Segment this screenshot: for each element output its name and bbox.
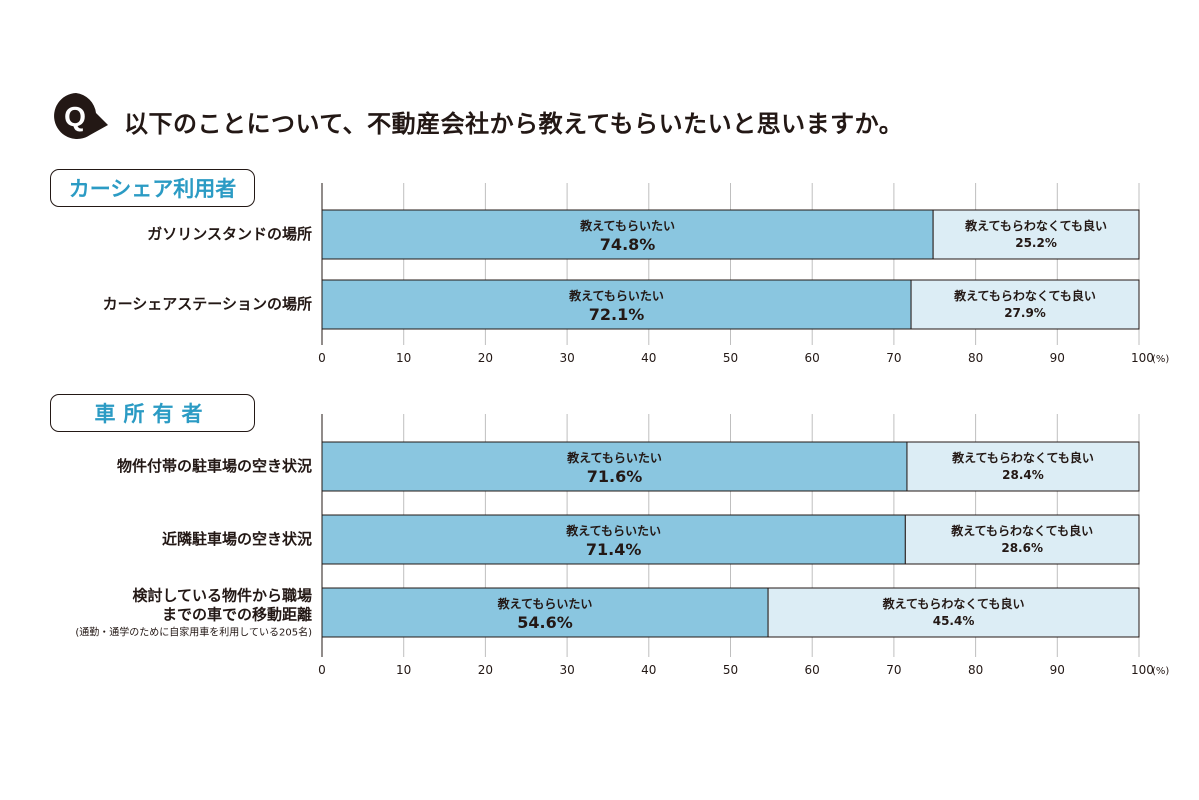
x-axis-unit: (%) (1152, 666, 1169, 677)
bar-segment-want (321, 587, 769, 638)
x-tick-label: 60 (805, 663, 820, 677)
data-label-want: 71.6% (587, 467, 643, 486)
x-tick-label: 80 (968, 663, 983, 677)
series-label-not-needed: 教えてもらわなくても良い (964, 218, 1107, 233)
x-axis-unit: (%) (1152, 354, 1169, 365)
group-label-car-owners: 車所有者 (50, 394, 255, 432)
bar-segment-not-needed (904, 514, 1140, 565)
bar-segment-not-needed (906, 441, 1140, 492)
series-label-want: 教えてもらいたい (565, 523, 661, 538)
series-label-want: 教えてもらいたい (566, 450, 662, 465)
question-text: 以下のことについて、不動産会社から教えてもらいたいと思いますか。 (124, 110, 904, 138)
bar-segment-want (321, 441, 908, 492)
category-label: 物件付帯の駐車場の空き状況 (117, 457, 312, 475)
data-label-not-needed: 27.9% (1004, 306, 1046, 320)
data-label-not-needed: 28.6% (1001, 541, 1043, 555)
data-label-not-needed: 45.4% (933, 614, 975, 628)
series-label-not-needed: 教えてもらわなくても良い (951, 450, 1094, 465)
data-label-want: 74.8% (600, 235, 656, 254)
x-tick-label: 40 (641, 351, 656, 365)
x-tick-label: 90 (1050, 351, 1065, 365)
x-tick-label: 0 (318, 663, 326, 677)
category-label: 近隣駐車場の空き状況 (162, 530, 312, 548)
series-label-want: 教えてもらいたい (497, 596, 593, 611)
data-label-want: 71.4% (586, 540, 642, 559)
x-tick-label: 20 (478, 351, 493, 365)
x-tick-label: 50 (723, 663, 738, 677)
category-note: (通勤・通学のために自家用車を利用している205名) (75, 626, 312, 639)
x-tick-label: 10 (396, 351, 411, 365)
series-label-not-needed: 教えてもらわなくても良い (882, 596, 1025, 611)
x-tick-label: 100 (1131, 663, 1154, 677)
x-tick-label: 70 (886, 663, 901, 677)
x-tick-label: 0 (318, 351, 326, 365)
x-tick-label: 90 (1050, 663, 1065, 677)
q-badge-icon: Q (54, 93, 108, 139)
series-label-want: 教えてもらいたい (579, 218, 675, 233)
bar-segment-want (321, 209, 934, 260)
category-label: カーシェアステーションの場所 (103, 295, 312, 313)
x-tick-label: 80 (968, 351, 983, 365)
series-label-not-needed: 教えてもらわなくても良い (950, 523, 1093, 538)
x-tick-label: 70 (886, 351, 901, 365)
q-badge-letter: Q (64, 101, 86, 132)
x-tick-label: 30 (559, 663, 574, 677)
series-label-want: 教えてもらいたい (568, 288, 664, 303)
x-tick-label: 60 (805, 351, 820, 365)
x-tick-label: 40 (641, 663, 656, 677)
bar-segment-not-needed (910, 279, 1140, 330)
bar-segment-want (321, 279, 912, 330)
series-label-not-needed: 教えてもらわなくても良い (953, 288, 1096, 303)
x-tick-label: 20 (478, 663, 493, 677)
data-label-want: 72.1% (589, 305, 645, 324)
x-tick-label: 50 (723, 351, 738, 365)
x-tick-label: 100 (1131, 351, 1154, 365)
data-label-not-needed: 25.2% (1015, 236, 1057, 250)
data-label-want: 54.6% (517, 613, 573, 632)
x-tick-label: 10 (396, 663, 411, 677)
bar-segment-not-needed (932, 209, 1140, 260)
data-label-not-needed: 28.4% (1002, 468, 1044, 482)
category-label: ガソリンスタンドの場所 (147, 225, 312, 243)
group-label-carshare-users: カーシェア利用者 (50, 169, 255, 207)
bar-segment-not-needed (767, 587, 1140, 638)
category-label: 検討している物件から職場までの車での移動距離 (132, 587, 312, 624)
x-tick-label: 30 (559, 351, 574, 365)
